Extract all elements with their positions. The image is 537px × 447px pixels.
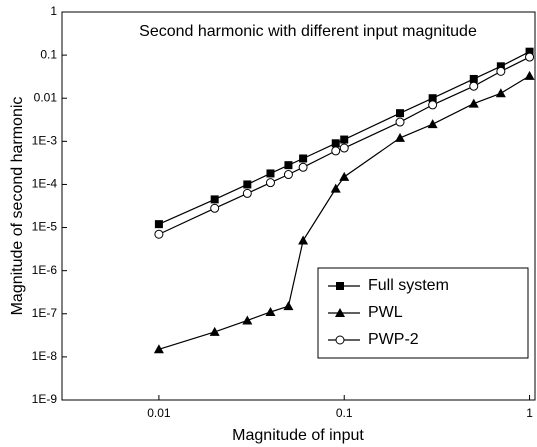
data-point: [298, 162, 308, 172]
data-point: [525, 52, 535, 62]
data-point: [428, 94, 437, 103]
data-point: [395, 117, 405, 127]
y-tick-label: 1E-3: [32, 134, 58, 148]
y-tick-label: 1E-9: [32, 392, 58, 406]
data-point: [283, 170, 293, 180]
data-point: [265, 178, 275, 188]
data-point: [524, 70, 535, 80]
y-tick-label: 1E-4: [32, 177, 58, 191]
data-point: [496, 66, 506, 76]
data-point: [339, 171, 350, 181]
y-tick-label: 0.1: [40, 47, 57, 61]
data-point: [298, 235, 309, 245]
data-point: [427, 119, 438, 129]
data-point: [283, 301, 294, 311]
data-point: [265, 306, 276, 316]
data-point: [396, 109, 405, 118]
data-point: [154, 229, 164, 239]
data-point: [468, 98, 479, 108]
data-point: [266, 169, 275, 178]
data-point: [330, 183, 341, 193]
y-tick-label: 1E-5: [32, 220, 58, 234]
data-point: [339, 143, 349, 153]
data-point: [495, 88, 506, 98]
x-axis-label: Magnitude of input: [232, 427, 364, 444]
data-point: [154, 220, 163, 229]
data-point: [242, 188, 252, 198]
data-point: [525, 47, 534, 56]
plot-frame: [61, 11, 536, 401]
data-point: [243, 180, 252, 189]
data-point: [284, 161, 293, 170]
y-tick-label: 1: [50, 4, 57, 18]
data-point: [340, 135, 349, 144]
data-point: [469, 74, 478, 83]
data-point: [428, 100, 438, 110]
data-point: [209, 326, 220, 336]
chart-title: Second harmonic with different input mag…: [139, 23, 477, 40]
x-tick-label: 0.01: [147, 406, 171, 420]
legend-label: Full system: [368, 277, 449, 294]
data-point: [395, 132, 406, 142]
data-point: [496, 62, 505, 71]
data-point: [331, 139, 340, 148]
legend-label: PWL: [368, 304, 403, 321]
data-point: [331, 146, 341, 156]
y-tick-label: 1E-6: [32, 263, 58, 277]
x-tick-label: 1: [526, 406, 533, 420]
x-tick-label: 0.1: [336, 406, 353, 420]
y-axis-label: Magnitude of second harmonic: [9, 97, 26, 316]
y-tick-label: 1E-7: [32, 306, 58, 320]
data-point: [469, 81, 479, 91]
data-point: [242, 315, 253, 325]
data-point: [153, 344, 164, 354]
data-point: [299, 154, 308, 163]
data-point: [210, 203, 220, 213]
legend-marker: [335, 335, 345, 345]
y-tick-label: 0.01: [34, 90, 58, 104]
legend-label: PWP-2: [368, 331, 419, 348]
data-point: [210, 195, 219, 204]
legend-marker: [336, 282, 344, 290]
y-tick-label: 1E-8: [32, 349, 58, 363]
legend-marker: [335, 308, 345, 317]
